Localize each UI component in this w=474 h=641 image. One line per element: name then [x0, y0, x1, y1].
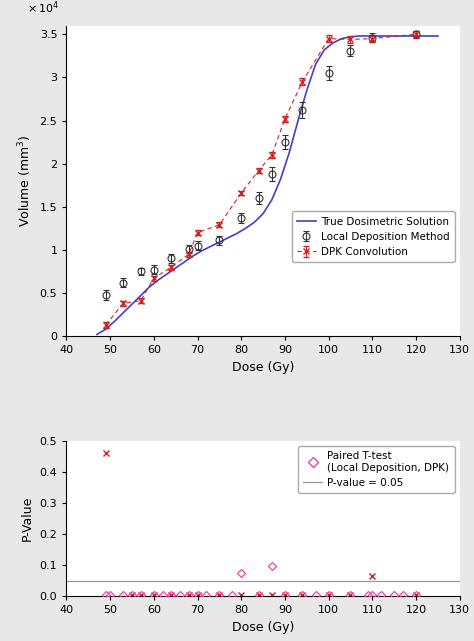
True Dosimetric Solution — [435, 32, 441, 40]
True Dosimetric Solution — [339, 35, 345, 42]
True Dosimetric Solution — [409, 32, 415, 40]
True Dosimetric Solution — [138, 292, 144, 299]
True Dosimetric Solution — [347, 33, 353, 40]
Y-axis label: Volume (mm$^3$): Volume (mm$^3$) — [17, 135, 34, 227]
True Dosimetric Solution — [392, 32, 397, 40]
True Dosimetric Solution — [374, 32, 380, 40]
True Dosimetric Solution — [383, 32, 388, 40]
X-axis label: Dose (Gy): Dose (Gy) — [232, 361, 294, 374]
True Dosimetric Solution — [356, 32, 362, 40]
True Dosimetric Solution — [286, 149, 292, 156]
True Dosimetric Solution — [365, 32, 371, 40]
Legend: True Dosimetric Solution, Local Deposition Method, DPK Convolution: True Dosimetric Solution, Local Depositi… — [292, 212, 455, 262]
True Dosimetric Solution — [313, 61, 319, 69]
Line: True Dosimetric Solution: True Dosimetric Solution — [97, 36, 438, 335]
True Dosimetric Solution — [155, 276, 161, 284]
True Dosimetric Solution — [330, 39, 336, 47]
X-axis label: Dose (Gy): Dose (Gy) — [232, 620, 294, 634]
True Dosimetric Solution — [173, 264, 179, 272]
True Dosimetric Solution — [94, 331, 100, 338]
True Dosimetric Solution — [304, 87, 310, 94]
True Dosimetric Solution — [111, 317, 117, 325]
True Dosimetric Solution — [234, 229, 240, 237]
True Dosimetric Solution — [252, 219, 257, 226]
True Dosimetric Solution — [260, 210, 266, 217]
True Dosimetric Solution — [269, 196, 274, 204]
True Dosimetric Solution — [190, 252, 196, 260]
True Dosimetric Solution — [278, 175, 283, 183]
True Dosimetric Solution — [103, 326, 109, 333]
True Dosimetric Solution — [217, 238, 222, 246]
True Dosimetric Solution — [295, 117, 301, 124]
True Dosimetric Solution — [129, 301, 135, 308]
True Dosimetric Solution — [182, 258, 187, 266]
True Dosimetric Solution — [120, 309, 126, 317]
Text: $\times\,10^4$: $\times\,10^4$ — [27, 0, 59, 16]
True Dosimetric Solution — [208, 242, 213, 250]
True Dosimetric Solution — [243, 224, 248, 232]
True Dosimetric Solution — [146, 283, 152, 291]
True Dosimetric Solution — [418, 32, 423, 40]
True Dosimetric Solution — [400, 32, 406, 40]
True Dosimetric Solution — [321, 46, 327, 54]
Legend: Paired T-test
(Local Deposition, DPK), P-value = 0.05: Paired T-test (Local Deposition, DPK), P… — [298, 446, 455, 494]
True Dosimetric Solution — [225, 234, 231, 242]
True Dosimetric Solution — [199, 247, 205, 254]
True Dosimetric Solution — [426, 32, 432, 40]
Y-axis label: P-Value: P-Value — [21, 496, 34, 541]
True Dosimetric Solution — [164, 270, 170, 278]
